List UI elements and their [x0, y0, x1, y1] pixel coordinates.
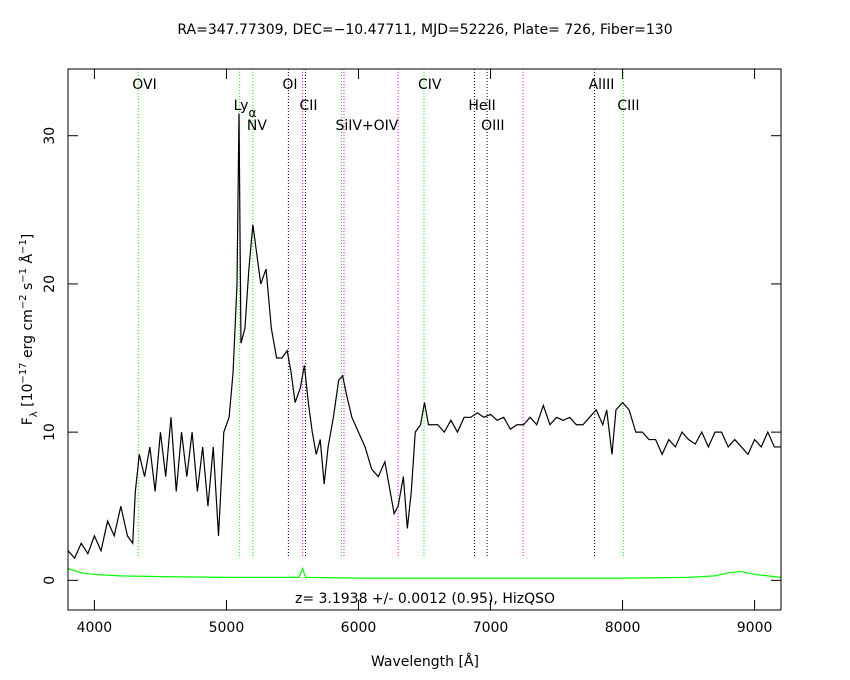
y-axis-label-part: ]	[20, 234, 36, 239]
emission-line-label: CIII	[617, 98, 639, 114]
y-axis-label-part: −1	[18, 239, 29, 254]
emission-line-label: OIII	[481, 118, 504, 134]
x-tick-label: 5000	[209, 620, 245, 636]
spectrum-line	[68, 113, 781, 560]
spectrum-line	[68, 566, 781, 579]
chart-title: RA=347.77309, DEC=−10.47711, MJD=52226, …	[177, 22, 672, 38]
y-axis-label-part: Å	[19, 254, 36, 268]
y-axis-label-part: −17	[18, 362, 29, 383]
y-axis-label-part: −1	[18, 268, 29, 283]
emission-line-label-text: HeII	[468, 98, 495, 114]
y-axis-label-part: F	[20, 417, 36, 425]
emission-line-label-text: OVI	[132, 77, 156, 93]
y-tick-label: 0	[42, 576, 58, 585]
y-axis-label-part: s	[20, 283, 36, 295]
emission-line-label-text: NV	[247, 118, 267, 134]
x-tick-label: 4000	[77, 620, 113, 636]
y-axis-label-part: −2	[18, 294, 29, 309]
emission-line-label: AlIII	[589, 77, 615, 93]
y-axis-label-part: erg cm	[20, 309, 36, 362]
emission-line-label: OI	[282, 77, 297, 93]
y-axis-label-part: λ	[29, 411, 40, 417]
emission-line-label: NV	[247, 118, 267, 134]
emission-line-label-text: OI	[282, 77, 297, 93]
x-tick-label: 8000	[605, 620, 641, 636]
emission-line-label-text: CIII	[617, 98, 639, 114]
emission-line-label-text: AlIII	[589, 77, 615, 93]
x-tick-label: 6000	[341, 620, 377, 636]
emission-line-label: SiIV+OIV	[335, 118, 398, 134]
emission-line-label-text: SiIV+OIV	[335, 118, 398, 134]
x-tick-label: 7000	[473, 620, 509, 636]
y-tick-label: 30	[42, 127, 58, 145]
emission-line-label: CIV	[418, 77, 442, 93]
emission-line-label: OVI	[132, 77, 156, 93]
y-axis-label: Fλ [10−17 erg cm−2 s−1 Å−1]	[18, 234, 40, 426]
y-axis-label-part: [10	[20, 384, 36, 412]
x-axis-label: Wavelength [Å]	[371, 653, 479, 670]
emission-line-label-text: CIV	[418, 77, 442, 93]
emission-line-label-text: Ly	[234, 98, 249, 114]
emission-line-label-sub: α	[248, 106, 256, 120]
y-tick-label: 20	[42, 275, 58, 293]
y-tick-label: 10	[42, 423, 58, 441]
annotation: z= 3.1938 +/- 0.0012 (0.95), HizQSO	[295, 591, 555, 607]
emission-line-label: Lyα	[234, 98, 257, 120]
emission-line-label-text: OIII	[481, 118, 504, 134]
emission-line-label: CII	[300, 98, 318, 114]
emission-line-label: HeII	[468, 98, 495, 114]
emission-line-label-text: CII	[300, 98, 318, 114]
x-tick-label: 9000	[737, 620, 773, 636]
plot-frame	[67, 68, 782, 611]
